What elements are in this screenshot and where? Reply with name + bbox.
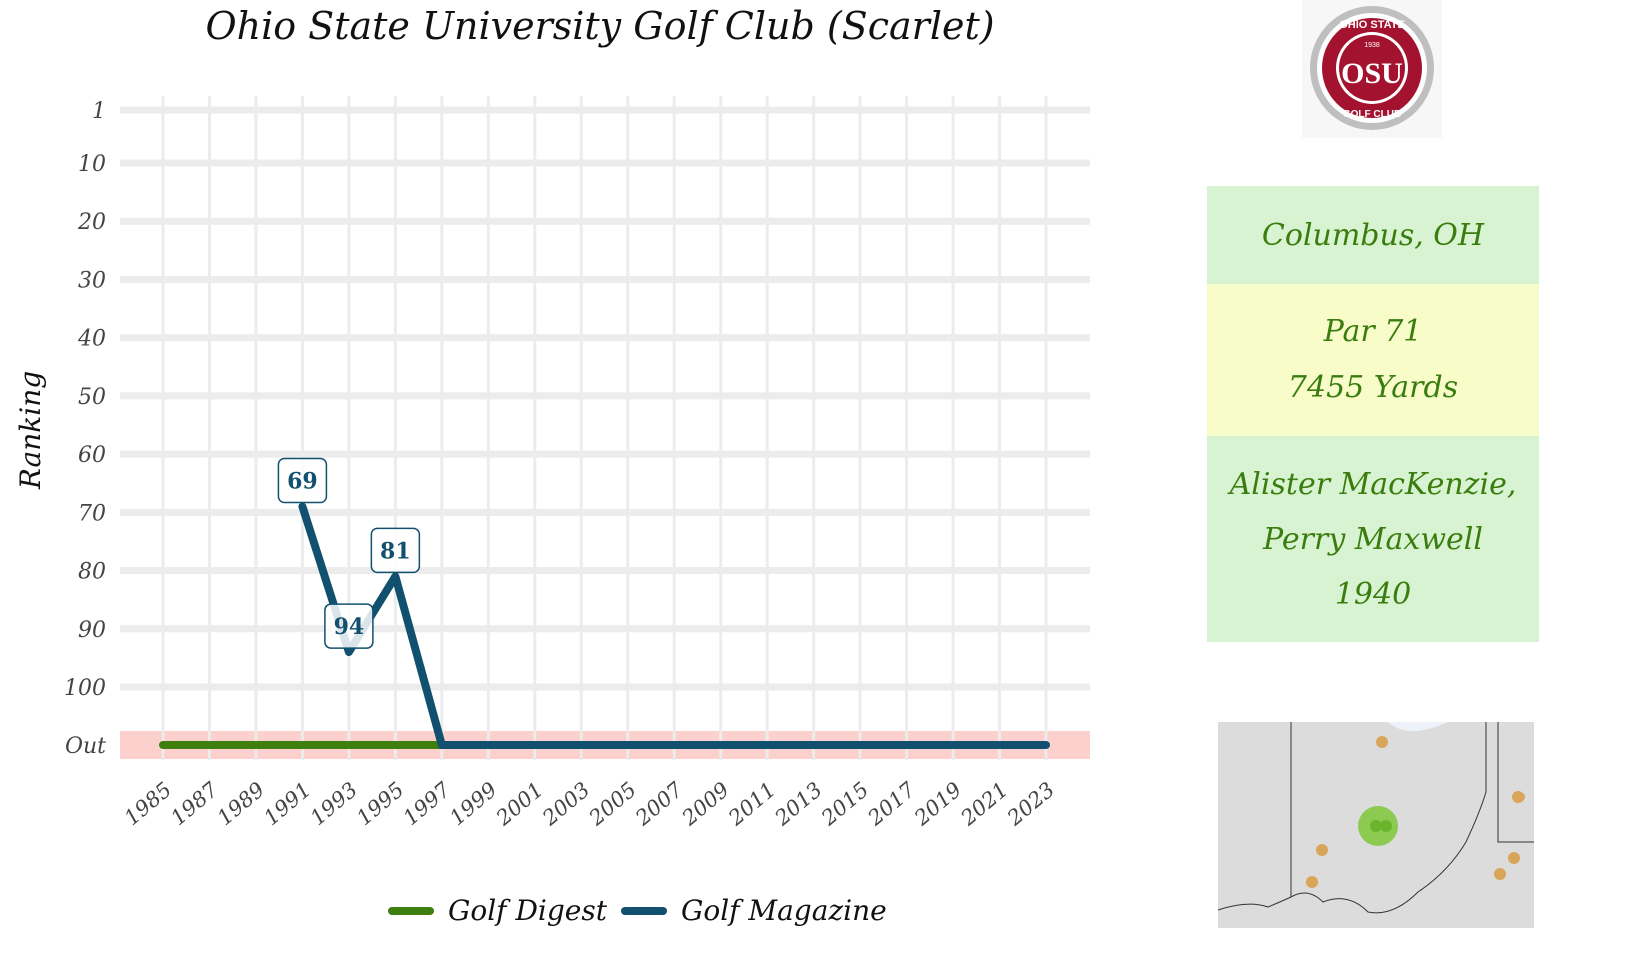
chart-legend: Golf Digest Golf Magazine [388, 894, 901, 927]
x-tick-label: 1991 [259, 777, 315, 830]
course-stats-box: Par 71 7455 Yards [1207, 284, 1539, 436]
other-course-dot [1376, 736, 1388, 748]
x-tick-label: 1993 [306, 777, 362, 830]
legend-label-golf-magazine: Golf Magazine [680, 894, 887, 927]
y-tick-label: 10 [78, 152, 106, 177]
x-tick-label: 2015 [816, 777, 873, 830]
architect-line-1: Alister MacKenzie, [1229, 466, 1517, 502]
x-tick-label: 1989 [213, 777, 269, 830]
x-tick-label: 2003 [537, 777, 594, 830]
opened-year: 1940 [1334, 576, 1412, 612]
legend-swatch-golf-magazine [620, 906, 667, 915]
architect-line-2: Perry Maxwell [1263, 521, 1483, 557]
x-tick-label: 2009 [677, 777, 734, 830]
logo-year: 1938 [1364, 42, 1380, 49]
x-tick-label: 2019 [909, 777, 966, 830]
club-logo: OHIO STATE 1938 OSU GOLF CLUB [1302, 0, 1442, 138]
y-tick-label: 80 [78, 560, 106, 585]
x-tick-label: 2017 [863, 777, 921, 831]
x-tick-label: 1997 [399, 777, 456, 830]
x-tick-label: 2011 [723, 777, 780, 830]
x-tick-label: 2021 [956, 777, 1013, 830]
y-tick-label: 1 [92, 99, 106, 124]
other-course-dot [1316, 844, 1328, 856]
y-axis-title: Ranking [14, 371, 47, 490]
x-tick-label: 2005 [584, 777, 641, 830]
data-label-box [277, 457, 328, 504]
yards-text: 7455 Yards [1287, 370, 1459, 405]
y-tick-label: Out [65, 734, 106, 759]
x-tick-label: 1995 [352, 777, 408, 830]
y-tick-label: 70 [78, 501, 106, 526]
x-tick-label: 2001 [491, 777, 548, 830]
y-tick-label: 30 [78, 268, 106, 293]
y-tick-label: 20 [77, 210, 106, 235]
location-map [1218, 722, 1534, 928]
ranking-chart: 1102030405060708090100Out198519871989199… [14, 96, 1090, 831]
lake-shape [1388, 722, 1448, 731]
data-label-box [370, 527, 421, 574]
par-text: Par 71 [1323, 314, 1423, 349]
other-course-dot [1508, 852, 1520, 864]
y-tick-label: 40 [77, 327, 106, 352]
legend-item-golf-magazine: Golf Magazine [620, 894, 887, 927]
other-course-dot [1306, 876, 1318, 888]
legend-label-golf-digest: Golf Digest [448, 894, 607, 927]
x-tick-label: 1999 [445, 777, 501, 830]
data-label: 81 [380, 538, 411, 564]
state-border-east [1497, 722, 1534, 843]
data-label-box [324, 603, 374, 649]
y-tick-label: 60 [78, 443, 106, 468]
legend-item-golf-digest: Golf Digest [388, 894, 607, 927]
other-course-dot [1515, 792, 1525, 802]
state-border [1290, 722, 1487, 914]
state-border-south [1218, 896, 1292, 911]
y-tick-label: 100 [64, 676, 106, 701]
y-tick-label: 90 [78, 618, 106, 643]
data-label: 94 [334, 614, 365, 640]
x-tick-label: 1987 [166, 777, 223, 830]
legend-swatch-golf-digest [388, 906, 434, 915]
logo-bottom-text: GOLF CLUB [1343, 109, 1401, 120]
architect-box: Alister MacKenzie, Perry Maxwell 1940 [1207, 436, 1539, 642]
y-tick-label: 50 [78, 385, 106, 410]
location-box: Columbus, OH [1207, 186, 1539, 284]
chart-title: Ohio State University Golf Club (Scarlet… [205, 4, 995, 48]
logo-letters: OSU [1341, 57, 1403, 90]
course-dot [1380, 820, 1392, 832]
x-tick-label: 2007 [630, 777, 688, 831]
logo-top-text: OHIO STATE [1339, 19, 1405, 31]
location-text: Columbus, OH [1261, 217, 1485, 253]
x-tick-label: 2013 [770, 777, 827, 830]
data-label: 69 [287, 469, 318, 495]
other-course-dot [1494, 868, 1506, 880]
x-tick-label: 2023 [1002, 777, 1059, 830]
course-dot [1370, 820, 1382, 832]
x-tick-label: 1985 [120, 777, 176, 830]
